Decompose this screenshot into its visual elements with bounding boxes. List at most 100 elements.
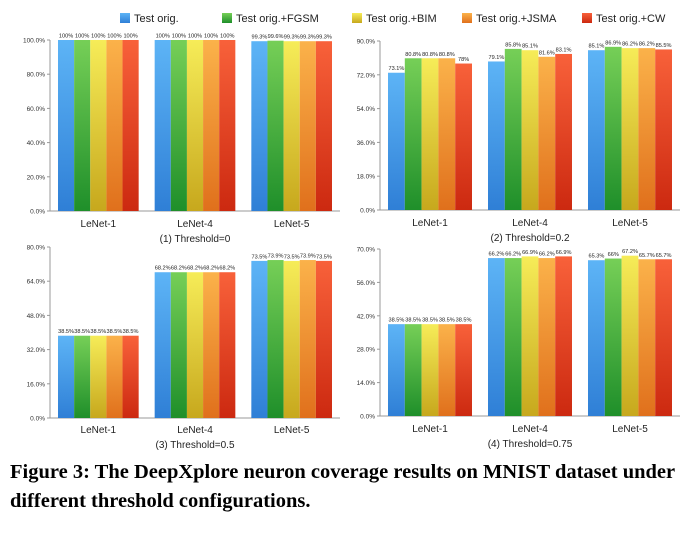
data-label: 65.3% bbox=[588, 254, 604, 260]
bar-lenet-5-test-orig bbox=[588, 260, 605, 416]
bar-lenet-1-test-orig bbox=[388, 72, 405, 211]
data-label: 100% bbox=[172, 34, 186, 40]
bar-lenet-4-test-orig-jsma bbox=[538, 258, 556, 416]
y-tick-label: 20.0% bbox=[27, 174, 46, 181]
y-tick-label: 0.0% bbox=[360, 208, 375, 215]
data-label: 68.2% bbox=[171, 266, 187, 272]
y-tick-label: 72.0% bbox=[357, 72, 376, 79]
bar-lenet-4-test-orig-fgsm bbox=[504, 258, 522, 416]
x-tick-label: LeNet-5 bbox=[612, 424, 648, 435]
y-tick-label: 42.0% bbox=[357, 313, 376, 320]
data-label: 80.8% bbox=[439, 52, 455, 58]
y-tick-label: 64.0% bbox=[27, 279, 46, 286]
bar-lenet-5-test-orig-fgsm bbox=[604, 258, 622, 416]
data-label: 66.9% bbox=[556, 250, 572, 256]
data-label: 66.9% bbox=[522, 250, 538, 256]
bar-lenet-5-test-orig-fgsm bbox=[267, 260, 284, 418]
bar-lenet-1-test-orig-bim bbox=[90, 335, 107, 418]
data-label: 79.1% bbox=[488, 55, 504, 61]
bar-lenet-4-test-orig bbox=[154, 272, 171, 418]
legend-swatch-test-orig-fgsm bbox=[222, 13, 232, 23]
bar-lenet-1-test-orig-bim bbox=[90, 40, 107, 211]
y-tick-label: 70.0% bbox=[357, 247, 376, 254]
y-tick-label: 0.0% bbox=[30, 416, 45, 423]
bar-lenet-5-test-orig-jsma bbox=[638, 48, 656, 210]
bar-lenet-4-test-orig-bim bbox=[521, 256, 539, 416]
data-label: 73.5% bbox=[251, 254, 267, 260]
bar-lenet-4-test-orig-bim bbox=[186, 40, 204, 211]
data-label: 68.2% bbox=[187, 266, 203, 272]
data-label: 100% bbox=[75, 34, 89, 40]
legend-label-test-orig-fgsm: Test orig.+FGSM bbox=[236, 13, 319, 25]
bar-lenet-5-test-orig-fgsm bbox=[604, 46, 622, 211]
data-label: 85.5% bbox=[656, 43, 672, 49]
bar-lenet-5-test-orig-bim bbox=[621, 255, 639, 416]
data-label: 100% bbox=[156, 34, 170, 40]
bar-lenet-5-test-orig-jsma bbox=[299, 41, 316, 212]
data-label: 99.3% bbox=[251, 35, 267, 41]
y-tick-label: 40.0% bbox=[27, 140, 46, 147]
data-label: 99.6% bbox=[268, 34, 284, 40]
bar-lenet-4-test-orig-cw bbox=[555, 53, 572, 210]
data-label: 68.2% bbox=[155, 266, 171, 272]
data-label: 38.5% bbox=[74, 329, 90, 335]
x-tick-label: LeNet-1 bbox=[412, 424, 448, 435]
x-tick-label: LeNet-4 bbox=[177, 219, 213, 230]
data-label: 66.2% bbox=[539, 252, 555, 258]
data-label: 68.2% bbox=[219, 266, 235, 272]
legend-swatch-test-orig-bim bbox=[352, 13, 362, 23]
data-label: 83.1% bbox=[556, 47, 572, 53]
bar-lenet-5-test-orig bbox=[251, 260, 268, 418]
data-label: 66.2% bbox=[488, 252, 504, 258]
bar-lenet-1-test-orig-jsma bbox=[106, 40, 123, 211]
legend-swatch-test-orig bbox=[120, 13, 130, 23]
legend-label-test-orig-cw: Test orig.+CW bbox=[596, 13, 666, 25]
data-label: 38.5% bbox=[58, 329, 74, 335]
data-label: 99.3% bbox=[300, 35, 316, 41]
x-tick-label: LeNet-5 bbox=[612, 218, 648, 229]
bar-lenet-5-test-orig-cw bbox=[315, 260, 332, 418]
chart-threshold-0: 0.0%20.0%40.0%60.0%80.0%100.0%100% 100% 10… bbox=[23, 34, 340, 245]
legend-swatch-test-orig-cw bbox=[582, 13, 592, 23]
data-label: 100% bbox=[91, 34, 105, 40]
chart-threshold-0-75: 0.0%14.0%28.0%42.0%56.0%70.0%38.5% 38.5% 3… bbox=[357, 247, 680, 450]
data-label: 78% bbox=[458, 57, 469, 63]
x-tick-label: LeNet-4 bbox=[512, 424, 548, 435]
data-label: 65.7% bbox=[639, 253, 655, 259]
data-label: 100% bbox=[220, 34, 234, 40]
x-tick-label: LeNet-5 bbox=[274, 219, 310, 230]
legend-label-test-orig-bim: Test orig.+BIM bbox=[366, 13, 437, 25]
y-tick-label: 0.0% bbox=[30, 209, 45, 216]
bar-lenet-1-test-orig-cw bbox=[455, 324, 472, 416]
bar-lenet-1-test-orig-jsma bbox=[438, 58, 456, 210]
y-tick-label: 32.0% bbox=[27, 347, 46, 354]
y-tick-label: 18.0% bbox=[357, 174, 376, 181]
chart-title: (1) Threshold=0 bbox=[160, 234, 231, 245]
x-tick-label: LeNet-4 bbox=[512, 218, 548, 229]
chart-threshold-0-5: 0.0%16.0%32.0%48.0%64.0%80.0%38.5% 38.5% 3… bbox=[27, 245, 340, 451]
bar-lenet-5-test-orig-jsma bbox=[299, 260, 316, 418]
x-tick-label: LeNet-5 bbox=[274, 425, 310, 436]
y-tick-label: 60.0% bbox=[27, 106, 46, 113]
bar-lenet-5-test-orig-bim bbox=[283, 41, 300, 212]
y-tick-label: 90.0% bbox=[357, 39, 376, 46]
data-label: 80.8% bbox=[422, 52, 438, 58]
data-label: 68.2% bbox=[203, 266, 219, 272]
bar-lenet-1-test-orig-cw bbox=[122, 40, 139, 211]
data-label: 100% bbox=[188, 34, 202, 40]
bar-lenet-1-test-orig bbox=[58, 335, 75, 418]
bar-lenet-1-test-orig-cw bbox=[455, 63, 472, 211]
bar-lenet-5-test-orig-bim bbox=[621, 48, 639, 210]
data-label: 38.5% bbox=[405, 318, 421, 324]
y-tick-label: 100.0% bbox=[23, 38, 45, 45]
chart-title: (4) Threshold=0.75 bbox=[488, 439, 573, 450]
y-tick-label: 0.0% bbox=[360, 414, 375, 421]
y-tick-label: 14.0% bbox=[357, 380, 376, 387]
bar-lenet-1-test-orig-fgsm bbox=[404, 324, 422, 416]
bar-lenet-1-test-orig-jsma bbox=[438, 324, 456, 416]
bar-lenet-1-test-orig-bim bbox=[421, 324, 439, 416]
bar-lenet-5-test-orig-jsma bbox=[638, 259, 656, 416]
data-label: 38.5% bbox=[123, 329, 139, 335]
legend-swatch-test-orig-jsma bbox=[462, 13, 472, 23]
data-label: 100% bbox=[107, 34, 121, 40]
